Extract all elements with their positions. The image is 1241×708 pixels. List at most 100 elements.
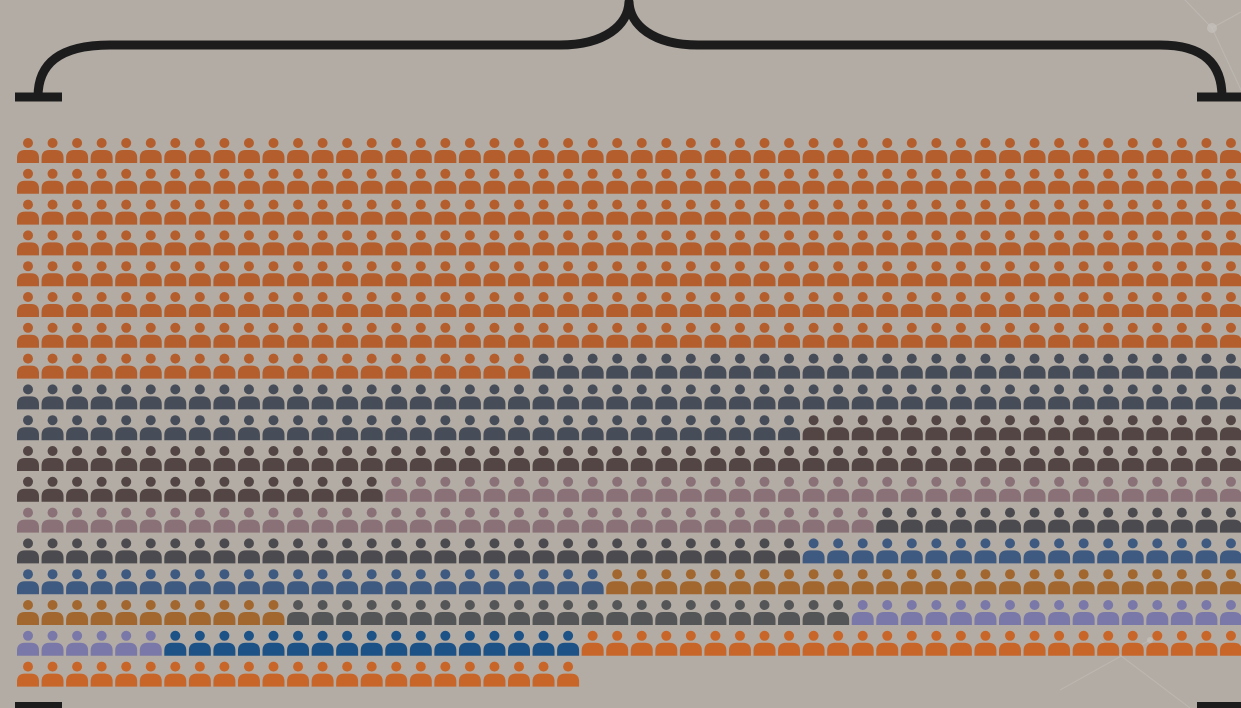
- person-icon: [458, 384, 481, 410]
- person-icon: [1048, 538, 1071, 564]
- person-icon: [655, 569, 678, 595]
- person-icon: [728, 292, 751, 317]
- person-icon: [1219, 569, 1241, 595]
- person-icon: [360, 322, 383, 348]
- person-icon: [434, 261, 457, 287]
- person-icon: [1146, 507, 1169, 533]
- person-icon: [851, 446, 874, 471]
- person-icon: [262, 261, 285, 287]
- person-icon: [287, 507, 310, 533]
- person-icon: [90, 138, 113, 163]
- person-icon: [679, 507, 702, 533]
- person-icon: [17, 292, 39, 317]
- person-icon: [728, 322, 751, 348]
- person-icon: [876, 261, 899, 287]
- person-icon: [1170, 476, 1193, 502]
- person-icon: [41, 322, 64, 348]
- person-icon: [827, 538, 850, 564]
- person-icon: [41, 600, 64, 625]
- person-icon: [1048, 230, 1071, 256]
- person-icon: [188, 353, 211, 379]
- person-icon: [655, 292, 678, 317]
- person-icon: [17, 168, 39, 194]
- person-icon: [1170, 353, 1193, 379]
- person-icon: [164, 353, 187, 379]
- person-icon: [139, 261, 162, 287]
- person-icon: [1048, 168, 1071, 194]
- person-icon: [90, 507, 113, 533]
- person-icon: [753, 199, 776, 225]
- person-icon: [900, 230, 923, 256]
- person-icon: [1146, 322, 1169, 348]
- person-icon: [655, 199, 678, 225]
- person-icon: [360, 569, 383, 595]
- person-icon: [1219, 600, 1241, 625]
- person-icon: [999, 230, 1021, 256]
- person-icon: [999, 630, 1021, 656]
- person-icon: [851, 168, 874, 194]
- person-icon: [581, 538, 604, 564]
- person-icon: [139, 569, 162, 595]
- person-icon: [1072, 230, 1095, 256]
- person-icon: [287, 353, 310, 379]
- person-icon: [508, 630, 530, 656]
- person-icon: [557, 261, 580, 287]
- person-icon: [630, 138, 653, 163]
- person-icon: [188, 538, 211, 564]
- person-icon: [925, 261, 948, 287]
- person-icon: [311, 569, 334, 595]
- person-icon: [90, 569, 113, 595]
- person-icon: [164, 538, 187, 564]
- person-icon: [508, 661, 530, 687]
- person-icon: [557, 292, 580, 317]
- person-icon: [851, 138, 874, 163]
- person-icon: [139, 630, 162, 656]
- person-icon: [778, 446, 801, 471]
- person-icon: [728, 569, 751, 595]
- person-icon: [262, 538, 285, 564]
- person-icon: [458, 292, 481, 317]
- person-icon: [1072, 569, 1095, 595]
- person-icon: [311, 446, 334, 471]
- person-icon: [311, 322, 334, 348]
- person-icon: [434, 168, 457, 194]
- person-icon: [1121, 569, 1144, 595]
- person-icon: [213, 322, 236, 348]
- person-icon: [336, 630, 359, 656]
- person-icon: [532, 199, 555, 225]
- person-icon: [851, 261, 874, 287]
- person-icon: [385, 476, 408, 502]
- person-icon: [630, 476, 653, 502]
- person-icon: [900, 600, 923, 625]
- person-icon: [679, 168, 702, 194]
- person-icon: [1023, 538, 1046, 564]
- person-icon: [1146, 384, 1169, 410]
- person-icon: [1170, 538, 1193, 564]
- person-icon: [360, 261, 383, 287]
- person-icon: [557, 415, 580, 441]
- person-icon: [1048, 138, 1071, 163]
- person-icon: [188, 322, 211, 348]
- person-icon: [41, 261, 64, 287]
- person-icon: [66, 600, 89, 625]
- person-icon: [728, 630, 751, 656]
- person-icon: [458, 138, 481, 163]
- person-icon: [237, 384, 260, 410]
- person-icon: [336, 476, 359, 502]
- person-icon: [213, 507, 236, 533]
- person-icon: [41, 353, 64, 379]
- person-icon: [753, 415, 776, 441]
- person-icon: [237, 507, 260, 533]
- person-icon: [925, 569, 948, 595]
- person-icon: [1097, 384, 1120, 410]
- person-icon: [458, 168, 481, 194]
- person-icon: [434, 138, 457, 163]
- person-icon: [1097, 600, 1120, 625]
- person-icon: [409, 446, 432, 471]
- person-icon: [139, 538, 162, 564]
- person-icon: [1048, 507, 1071, 533]
- person-icon: [581, 353, 604, 379]
- person-icon: [802, 261, 825, 287]
- person-icon: [630, 353, 653, 379]
- person-icon: [139, 661, 162, 687]
